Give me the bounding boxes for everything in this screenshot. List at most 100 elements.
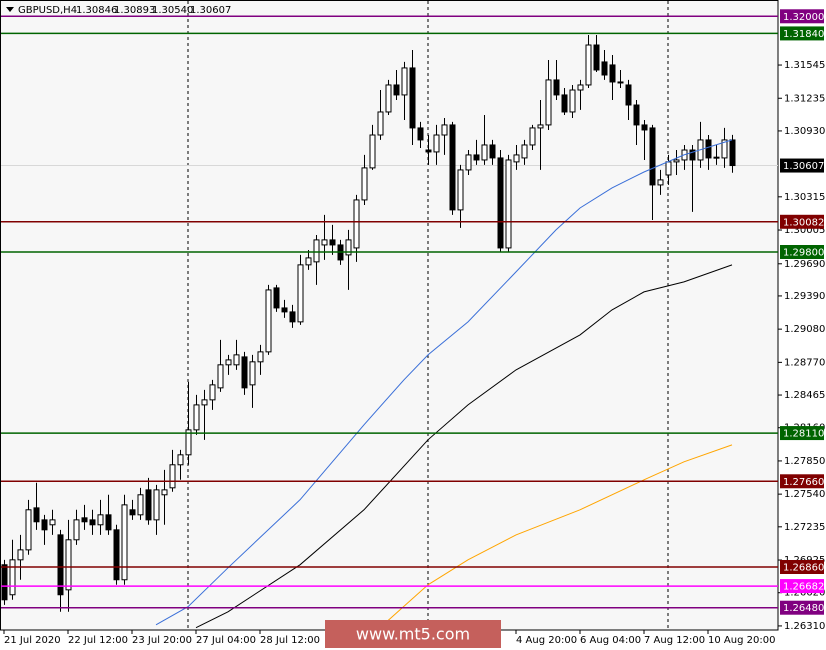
candle-body [145, 489, 152, 521]
x-tick-label: 28 Jul 12:00 [260, 635, 320, 646]
x-tick-label: 7 Aug 12:00 [644, 635, 705, 646]
candle-body [249, 361, 256, 386]
watermark: www.mt5.com [356, 625, 470, 644]
candle-body [665, 161, 672, 176]
chart-layer: 1.31545 1.31235 1.30930 1.30315 1.30005 1.296… [1, 15, 825, 646]
candle-body [649, 127, 656, 186]
candle-body [385, 84, 392, 113]
candle-body [257, 351, 264, 363]
level-box [780, 474, 824, 489]
y-tick-label: 1.28465 [784, 390, 825, 401]
candle-body [345, 239, 352, 256]
y-tick-label: 1.27235 [784, 522, 825, 533]
x-tick-label: 27 Jul 04:00 [196, 635, 256, 646]
y-tick-label: 1.26310 [784, 621, 825, 632]
candle-body [641, 124, 648, 131]
candle-body [545, 79, 552, 126]
level-box [780, 600, 824, 615]
y-tick-label: 1.31545 [784, 60, 825, 71]
candle-body [497, 157, 504, 249]
candle-body [393, 84, 400, 96]
watermark-box [325, 620, 501, 648]
candle-body [409, 67, 416, 129]
candle-body [233, 354, 240, 366]
candle-body [465, 154, 472, 171]
level-box [780, 579, 824, 594]
candle-body [153, 489, 160, 521]
candle-body [705, 139, 712, 159]
candle-body [593, 44, 600, 71]
level-label: 1.30082 [783, 217, 824, 228]
candle-body [425, 149, 432, 153]
candle-body [17, 549, 24, 561]
candle-body [209, 384, 216, 401]
candle-body [265, 289, 272, 353]
candle-body [673, 159, 680, 163]
current-price-box [780, 158, 824, 173]
candle-body [721, 139, 728, 159]
current-price-label: 1.30607 [783, 161, 824, 172]
candle-body [361, 167, 368, 201]
candle-body [97, 514, 104, 526]
candle-body [73, 519, 80, 541]
candle-body [113, 529, 120, 581]
candle-body [161, 489, 168, 496]
candle-body [617, 81, 624, 84]
candle-body [169, 464, 176, 489]
candle-body [457, 169, 464, 211]
x-tick-label: 4 Aug 20:00 [516, 635, 577, 646]
level-label: 1.27660 [783, 477, 824, 488]
candle-body [329, 239, 336, 246]
candle-body [729, 139, 736, 167]
menu-arrow[interactable] [6, 7, 14, 12]
candle-body [57, 534, 64, 596]
level-box [780, 426, 824, 441]
candle-body [81, 517, 88, 523]
y-tick-label: 1.30315 [784, 192, 825, 203]
candle-body [105, 514, 112, 531]
level-label: 1.31840 [783, 29, 824, 40]
candle-body [281, 307, 288, 313]
ohlc-close: 1.30607 [190, 5, 231, 16]
ohlc-high: 1.30893 [114, 5, 155, 16]
candle-body [121, 504, 128, 581]
candle-body [417, 127, 424, 141]
candle-body [25, 509, 32, 551]
y-tick-label: 1.30930 [784, 126, 825, 137]
candle-body [521, 144, 528, 159]
candle-body [1, 564, 8, 601]
level-label: 1.32000 [783, 12, 824, 23]
y-tick-label: 1.29390 [784, 291, 825, 302]
candle-body [321, 239, 328, 246]
candle-body [201, 399, 208, 406]
level-label: 1.26480 [783, 603, 824, 614]
candle-body [9, 559, 16, 596]
x-tick-label: 22 Jul 12:00 [68, 635, 128, 646]
y-tick-label: 1.27850 [784, 456, 825, 467]
candle-body [529, 127, 536, 146]
candle-body [137, 494, 144, 516]
candle-body [609, 64, 616, 83]
level-label: 1.26682 [783, 582, 824, 593]
candle-body [297, 264, 304, 323]
candle-body [561, 94, 568, 113]
y-tick-label: 1.29690 [784, 259, 825, 270]
x-tick-label: 21 Jul 2020 [4, 635, 61, 646]
candle-body [289, 311, 296, 323]
candle-body [241, 356, 248, 389]
moving-average [195, 264, 733, 629]
candle-body [513, 154, 520, 163]
y-tick-label: 1.31235 [784, 93, 825, 104]
level-box [780, 9, 824, 24]
y-tick-label: 1.30005 [784, 225, 825, 236]
level-box [780, 26, 824, 41]
level-box [780, 214, 824, 229]
candle-body [369, 134, 376, 169]
ohlc-open: 1.30846 [76, 5, 117, 16]
candle-body [33, 507, 40, 523]
candle-body [625, 84, 632, 106]
x-tick-label: 10 Aug 20:00 [708, 635, 775, 646]
candle-body [89, 519, 96, 526]
level-label: 1.29800 [783, 248, 824, 259]
